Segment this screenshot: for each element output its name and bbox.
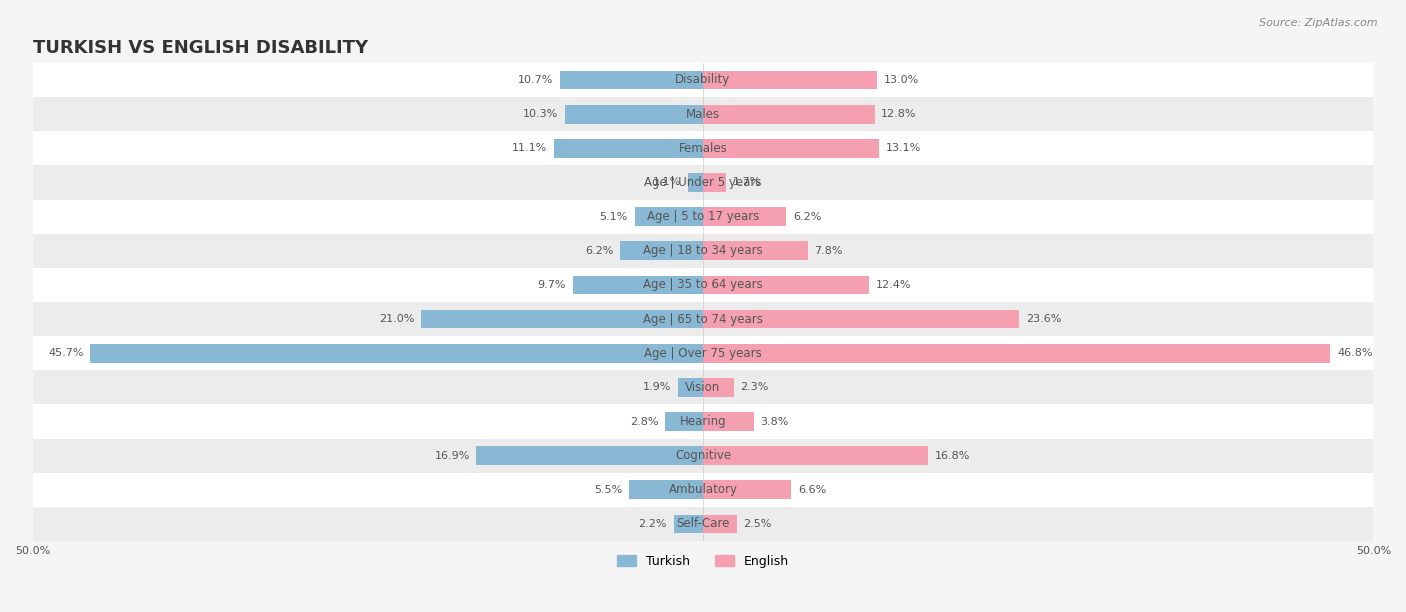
Text: 1.9%: 1.9% (643, 382, 671, 392)
Bar (673, 515, 703, 534)
Bar (703, 515, 737, 534)
Text: 11.1%: 11.1% (512, 143, 547, 153)
Bar (703, 378, 734, 397)
Bar (32, 97, 1374, 131)
Text: 23.6%: 23.6% (1026, 314, 1062, 324)
Text: 3.8%: 3.8% (761, 417, 789, 427)
Bar (32, 131, 1374, 165)
Text: Age | 65 to 74 years: Age | 65 to 74 years (643, 313, 763, 326)
Text: Hearing: Hearing (679, 415, 727, 428)
Bar (703, 412, 754, 431)
Text: 2.8%: 2.8% (630, 417, 659, 427)
Bar (32, 63, 1374, 97)
Bar (630, 480, 703, 499)
Bar (32, 507, 1374, 541)
Text: TURKISH VS ENGLISH DISABILITY: TURKISH VS ENGLISH DISABILITY (32, 39, 368, 58)
Bar (32, 370, 1374, 405)
Text: 6.2%: 6.2% (793, 212, 821, 222)
Legend: Turkish, English: Turkish, English (612, 550, 794, 573)
Bar (703, 344, 1330, 363)
Text: 13.1%: 13.1% (886, 143, 921, 153)
Text: 5.1%: 5.1% (600, 212, 628, 222)
Text: Disability: Disability (675, 73, 731, 86)
Bar (620, 241, 703, 260)
Text: Ambulatory: Ambulatory (668, 483, 738, 496)
Text: Females: Females (679, 142, 727, 155)
Bar (703, 105, 875, 124)
Text: 45.7%: 45.7% (48, 348, 83, 358)
Bar (32, 165, 1374, 200)
Text: 7.8%: 7.8% (814, 246, 842, 256)
Text: 2.3%: 2.3% (741, 382, 769, 392)
Bar (634, 207, 703, 226)
Bar (32, 302, 1374, 336)
Text: 12.8%: 12.8% (882, 109, 917, 119)
Bar (703, 70, 877, 89)
Bar (477, 446, 703, 465)
Bar (703, 207, 786, 226)
Text: 6.2%: 6.2% (585, 246, 613, 256)
Bar (574, 275, 703, 294)
Bar (703, 139, 879, 158)
Bar (32, 405, 1374, 439)
Bar (703, 446, 928, 465)
Text: Age | 5 to 17 years: Age | 5 to 17 years (647, 210, 759, 223)
Bar (32, 268, 1374, 302)
Text: 2.2%: 2.2% (638, 519, 666, 529)
Text: 10.3%: 10.3% (523, 109, 558, 119)
Text: Self-Care: Self-Care (676, 518, 730, 531)
Text: Males: Males (686, 108, 720, 121)
Text: 12.4%: 12.4% (876, 280, 911, 290)
Text: 16.8%: 16.8% (935, 450, 970, 461)
Text: Age | Over 75 years: Age | Over 75 years (644, 347, 762, 360)
Bar (32, 234, 1374, 268)
Bar (565, 105, 703, 124)
Bar (32, 472, 1374, 507)
Bar (422, 310, 703, 329)
Text: Vision: Vision (685, 381, 721, 394)
Text: 21.0%: 21.0% (380, 314, 415, 324)
Text: 46.8%: 46.8% (1337, 348, 1372, 358)
Text: Age | 18 to 34 years: Age | 18 to 34 years (643, 244, 763, 257)
Text: 16.9%: 16.9% (434, 450, 470, 461)
Text: 10.7%: 10.7% (517, 75, 553, 85)
Bar (560, 70, 703, 89)
Text: Source: ZipAtlas.com: Source: ZipAtlas.com (1260, 18, 1378, 28)
Bar (90, 344, 703, 363)
Text: 1.1%: 1.1% (654, 177, 682, 187)
Bar (554, 139, 703, 158)
Text: 13.0%: 13.0% (884, 75, 920, 85)
Text: 5.5%: 5.5% (595, 485, 623, 495)
Bar (703, 275, 869, 294)
Bar (32, 336, 1374, 370)
Bar (689, 173, 703, 192)
Bar (32, 439, 1374, 472)
Text: Age | Under 5 years: Age | Under 5 years (644, 176, 762, 189)
Bar (678, 378, 703, 397)
Text: Age | 35 to 64 years: Age | 35 to 64 years (643, 278, 763, 291)
Bar (703, 241, 807, 260)
Text: Cognitive: Cognitive (675, 449, 731, 462)
Bar (703, 173, 725, 192)
Bar (703, 310, 1019, 329)
Text: 2.5%: 2.5% (744, 519, 772, 529)
Text: 1.7%: 1.7% (733, 177, 761, 187)
Text: 6.6%: 6.6% (799, 485, 827, 495)
Bar (32, 200, 1374, 234)
Bar (703, 480, 792, 499)
Bar (665, 412, 703, 431)
Text: 9.7%: 9.7% (537, 280, 567, 290)
